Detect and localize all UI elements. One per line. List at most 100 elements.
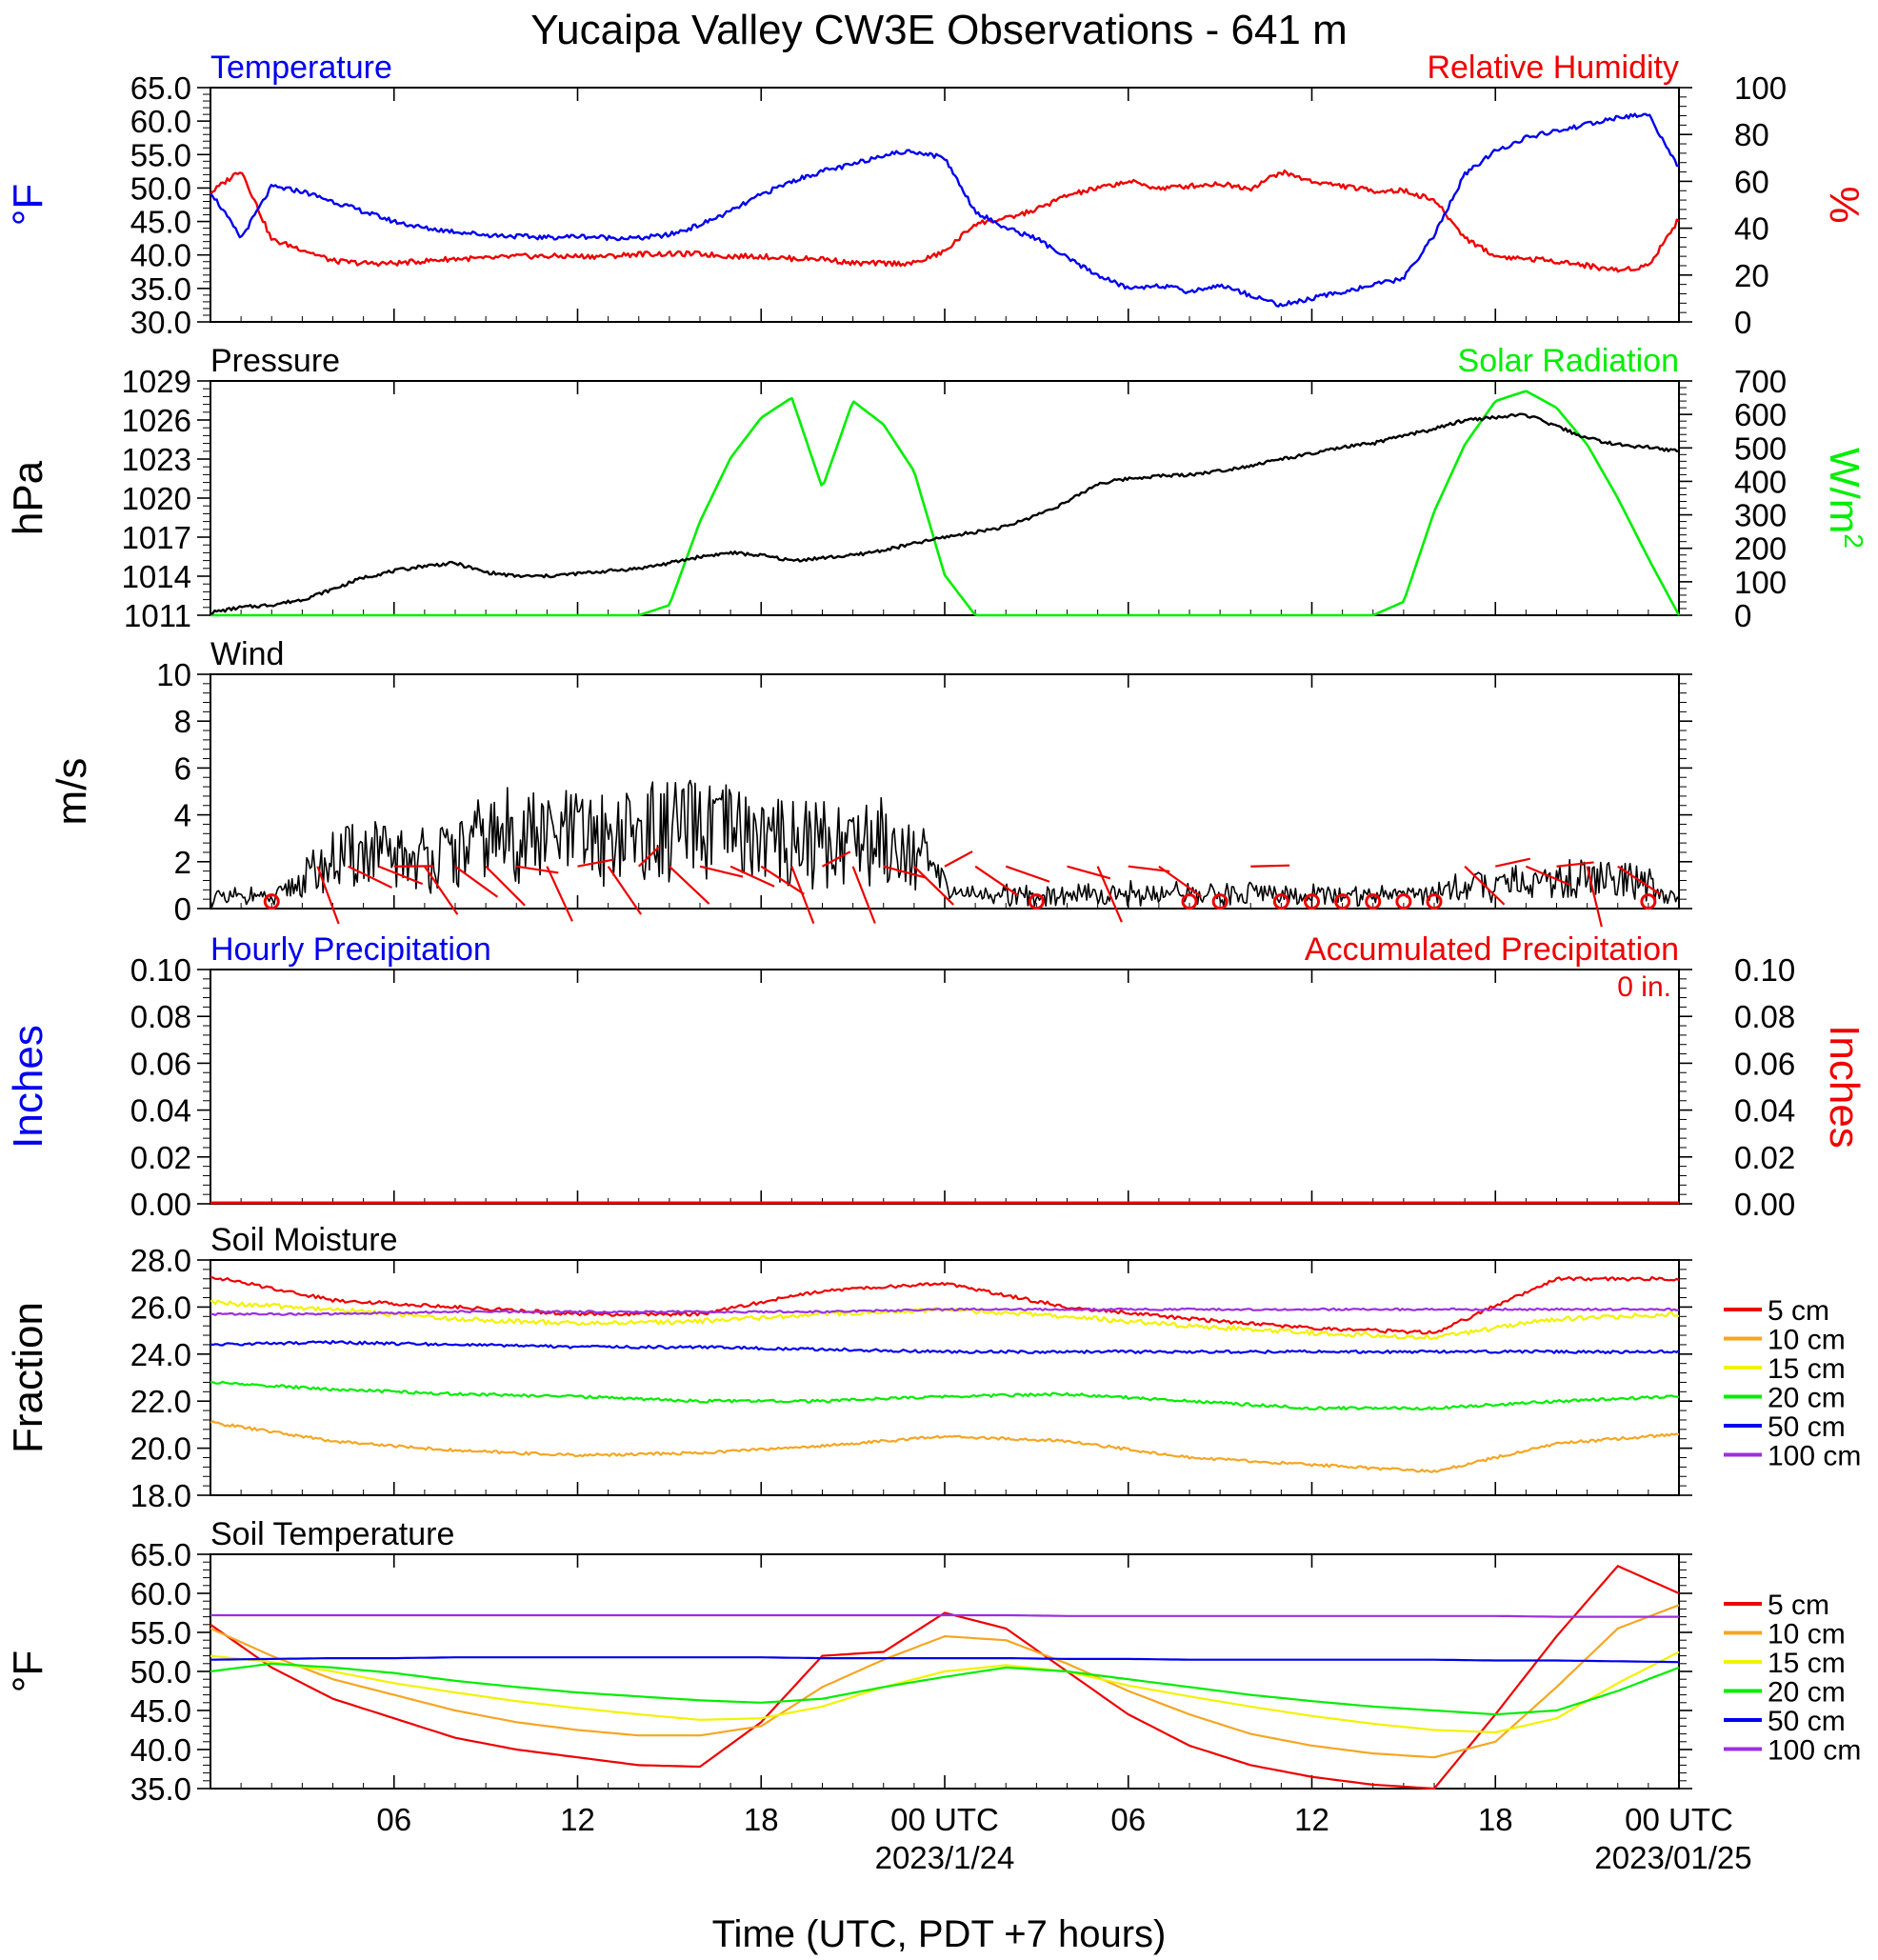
panel-title-left: Hourly Precipitation [210,931,491,968]
series-line-soil-moisture-100cm [210,1307,1680,1316]
y-tick-label-right: 0.08 [1734,999,1795,1034]
x-tick-label: 18 [1478,1802,1513,1837]
y-tick-label-left: 18.0 [130,1478,191,1513]
y-tick-label-left: 55.0 [130,1615,191,1650]
y-tick-label-left: 22.0 [130,1384,191,1419]
x-axis-label: Time (UTC, PDT +7 hours) [712,1913,1167,1955]
x-date-label: 2023/1/24 [875,1840,1015,1875]
y-tick-label-left: 2 [174,845,191,880]
panel-title-left: Soil Moisture [210,1222,398,1258]
y-axis-label-left: m/s [49,758,95,826]
y-tick-label-right: 60 [1734,164,1769,199]
wind-barb [760,865,805,895]
wind-barb [316,866,340,925]
y-tick-label-left: 60.0 [130,1576,191,1611]
series-line-solar-radiation [210,390,1681,617]
y-tick-label-right: 0.02 [1734,1140,1795,1175]
y-tick-label-left: 40.0 [130,1732,191,1768]
wind-barb-calm [1395,893,1412,910]
wind-barb [1586,866,1603,928]
legend-entry: 10 cm [1768,1619,1846,1650]
legend-entry: 100 cm [1768,1735,1861,1767]
wind-barb [669,865,710,905]
y-tick-label-left: 35.0 [130,1771,191,1807]
wind-barb-calm [1028,893,1045,910]
y-tick-label-right: 100 [1734,70,1787,106]
wind-barb [1250,864,1290,868]
panel-title-left: Temperature [210,50,392,86]
y-axis-label-right: % [1821,186,1868,223]
x-date-label: 2023/01/25 [1594,1840,1751,1875]
y-tick-label-left: 10 [156,657,191,692]
y-tick-label-right: 40 [1734,211,1769,247]
wind-barb [348,865,392,890]
legend-entry: 100 cm [1768,1441,1861,1472]
wind-barb [423,866,459,915]
x-tick-label: 12 [560,1802,595,1837]
panel-title-right: Solar Radiation [1458,343,1679,379]
legend-entry: 50 cm [1768,1706,1846,1737]
wind-barb [454,865,499,898]
panel-title-left: Wind [210,636,284,672]
wind-barb [577,858,613,868]
y-tick-label-left: 0.10 [130,952,191,988]
panel-title-left: Soil Temperature [210,1516,454,1552]
y-tick-label-left: 4 [174,798,191,833]
wind-barb [1128,865,1170,873]
wind-barb [485,865,526,907]
y-tick-label-right: 80 [1734,117,1769,152]
y-axis-label-right-superscript: 2 [1840,533,1869,549]
y-tick-label-left: 30.0 [130,305,191,340]
wind-barb-calm [1181,893,1198,910]
x-tick-label: 06 [376,1802,411,1837]
wind-barb [546,866,573,922]
panel-2: 1029 1026 1023 1020 1017 1014 1011 700600500400… [5,343,1869,633]
y-tick-label-left: 26.0 [130,1290,191,1325]
y-tick-label-right: 20 [1734,258,1769,293]
y-tick-label-right: 0 [1734,305,1751,340]
y-tick-label-left: 1017 [122,520,191,555]
y-tick-label-left: 40.0 [130,238,191,273]
y-tick-label-left: 60.0 [130,104,191,139]
series-line-soil-temperature-5cm [210,1565,1680,1790]
precip-total-annotation: 0 in. [1617,971,1671,1003]
wind-barb [607,866,643,915]
legend-entry: 50 cm [1768,1411,1846,1443]
series-line-relative-humidity [210,169,1680,273]
legend-entry: 10 cm [1768,1325,1846,1356]
y-axis-label-left: Inches [5,1025,51,1149]
wind-barb [1464,865,1506,906]
wind-barb [1067,865,1111,880]
y-tick-label-left: 24.0 [130,1337,191,1372]
legend-entry: 15 cm [1768,1648,1846,1679]
y-tick-label-left: 0.08 [130,999,191,1034]
panel-frame [210,380,1680,616]
y-tick-label-left: 45.0 [130,205,191,240]
y-tick-label-right: 0.00 [1734,1187,1795,1222]
y-axis-label-right: Inches [1821,1025,1868,1149]
wind-barb [1617,865,1662,895]
wind-barb [1556,861,1594,868]
panel-5: 28.0 26.0 24.0 22.0 20.0 18.0 Soil Moisture Fra… [5,1222,1861,1513]
y-tick-label-left: 0.04 [130,1093,191,1129]
wind-barb-calm [1304,893,1320,910]
y-tick-label-left: 0 [174,891,191,927]
wind-barb [883,865,928,879]
x-tick-label: 18 [744,1802,779,1837]
x-tick-label: 12 [1294,1802,1329,1837]
panel-frame [210,969,1680,1205]
series-line-soil-temperature-20cm [210,1662,1680,1716]
panels: 65.060.055.050.045.040.035.030.010080604… [5,50,1869,1807]
panel-3: 10 8 6 4 2 0 Wind m/s [49,636,1692,928]
panel-title-right: Relative Humidity [1427,50,1679,86]
series-line-wind-speed [210,779,1680,908]
y-tick-label-right: 200 [1734,531,1787,567]
y-axis-label-left: °F [5,184,51,226]
wind-barb [1096,866,1123,923]
wind-barb [1158,865,1203,898]
wind-barb [851,866,876,924]
y-tick-label-left: 65.0 [130,1537,191,1572]
y-tick-label-right: 0 [1734,598,1751,633]
y-tick-label-left: 45.0 [130,1693,191,1729]
wind-barb [1525,865,1570,887]
